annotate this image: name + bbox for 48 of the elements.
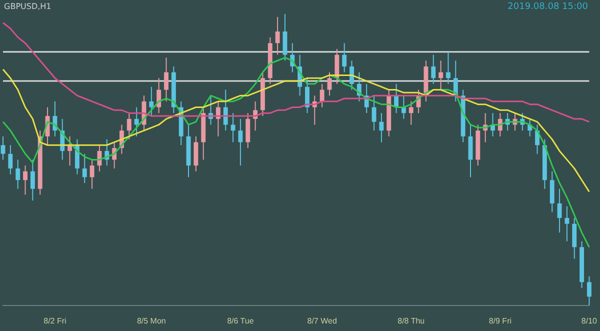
candlestick xyxy=(305,78,310,114)
candlestick xyxy=(446,51,450,84)
x-tick-label: 8/8 Thu xyxy=(398,316,425,326)
candlestick xyxy=(342,42,347,73)
candlestick xyxy=(320,83,324,108)
candlestick xyxy=(327,72,332,96)
candlestick xyxy=(0,136,6,160)
candlestick xyxy=(282,14,288,62)
candlestick xyxy=(216,100,220,137)
text: 2019.08.08 15:00 xyxy=(508,2,588,12)
candlestick xyxy=(90,159,94,190)
candlestick xyxy=(350,60,354,90)
candlestick xyxy=(126,112,132,140)
candlestick xyxy=(230,112,236,143)
candlestick xyxy=(23,165,28,196)
candlestick xyxy=(408,100,414,126)
x-tick-label: 8/5 Mon xyxy=(136,316,166,326)
candlestick xyxy=(194,136,198,172)
x-tick-label: 8/2 Fri xyxy=(44,316,66,326)
candlestick xyxy=(8,144,13,175)
candlestick xyxy=(275,16,280,56)
candlestick xyxy=(238,118,243,166)
x-tick-label: 8/10 xyxy=(581,316,598,326)
candlestick xyxy=(379,112,384,143)
candlestick xyxy=(372,95,376,132)
candlestick xyxy=(334,48,340,84)
x-tick-label: 8/9 Fri xyxy=(488,316,512,326)
candlestick xyxy=(586,276,592,306)
candlestick xyxy=(564,206,570,242)
candlestick xyxy=(223,89,228,132)
candlestick xyxy=(431,54,436,84)
candlestick xyxy=(550,170,554,213)
chart-title: GBPUSD,H1 xyxy=(4,2,52,11)
candlestick xyxy=(164,57,168,102)
candlestick xyxy=(438,60,444,90)
candlestick xyxy=(30,159,35,201)
candlestick xyxy=(246,112,250,149)
candlestick xyxy=(557,188,562,234)
candlestick xyxy=(535,124,540,154)
x-tick-label: 8/7 Wed xyxy=(307,316,337,326)
candlestick xyxy=(134,106,139,137)
candlestick xyxy=(97,144,102,172)
candlestick xyxy=(401,95,406,120)
candlestick xyxy=(572,217,577,260)
candlestick xyxy=(149,86,154,116)
x-tick-label: 8/6 Tue xyxy=(227,316,254,326)
candlestick xyxy=(82,153,87,184)
candlestick xyxy=(16,159,20,190)
